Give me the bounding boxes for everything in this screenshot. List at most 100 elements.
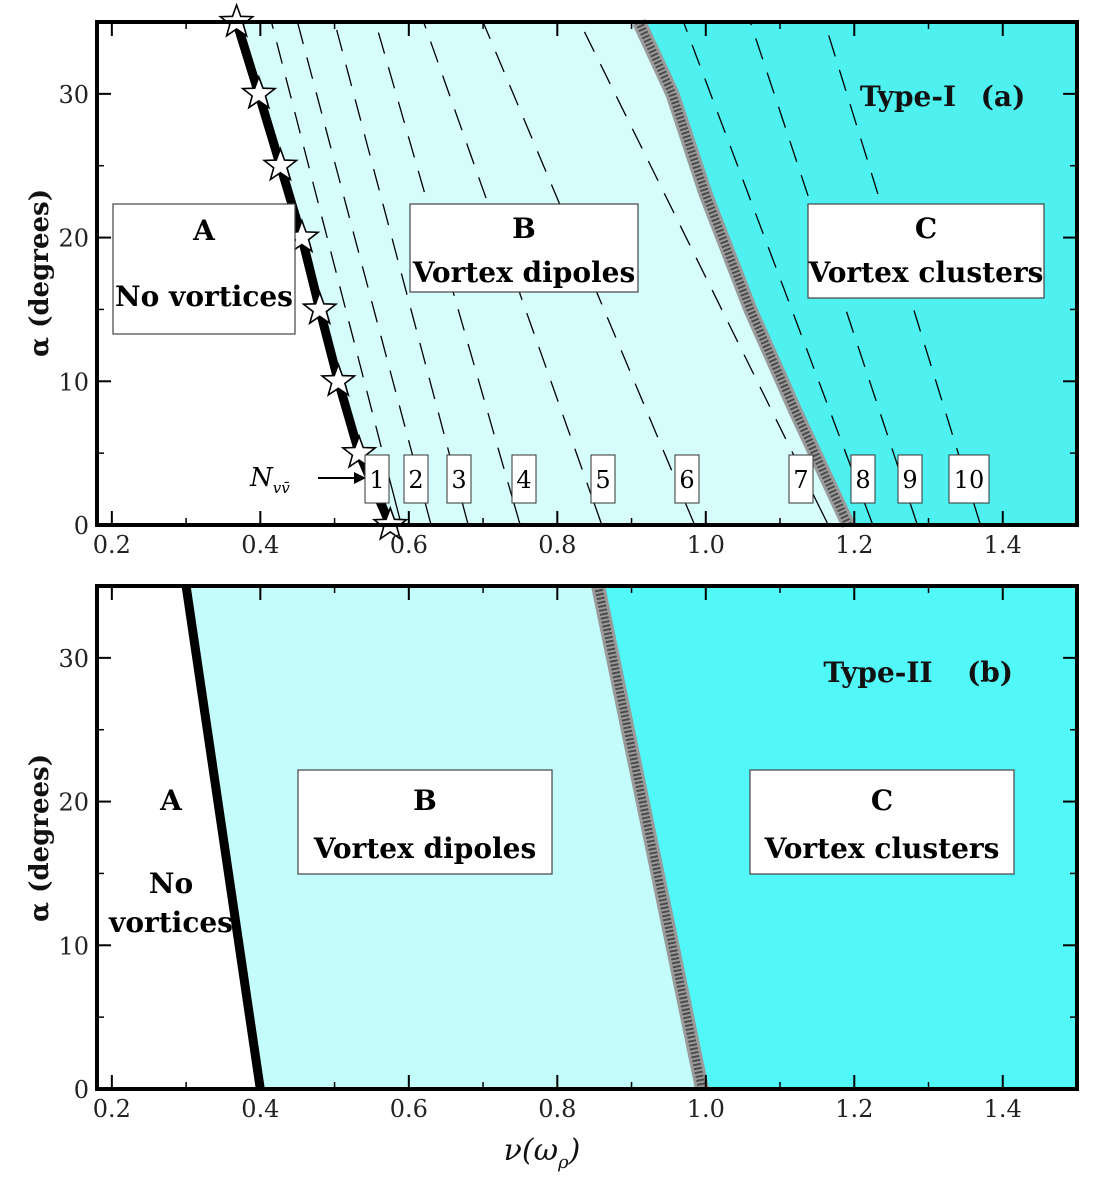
contour-line-4 (374, 21, 515, 504)
panel-b-type-ii: 0.2 0.4 0.6 0.8 1.0 1.2 1.4 0 10 20 30 α (degrees)… (25, 584, 1079, 1173)
contour-label-box-1 (364, 454, 390, 504)
panel-a-xtick-label-2: 0.6 (390, 531, 428, 559)
panel-a-ytick-label-0: 0 (74, 512, 89, 540)
contour-line-solid-9 (909, 503, 918, 526)
panel-b-region-c-letter: C (871, 784, 893, 817)
contour-line-3 (333, 21, 464, 504)
star-marker-3 (301, 290, 339, 326)
contour-label-box-6 (674, 454, 700, 504)
panel-b-xtick-label-2: 0.6 (390, 1095, 428, 1123)
panel-b-type-label: Type-II (823, 656, 932, 689)
panel-b-region-c-name: Vortex clusters (764, 832, 1000, 865)
svg-text:Nvv̄: Nvv̄ (249, 463, 290, 497)
contour-count-subscript: vv̄ (273, 479, 290, 497)
x-axis-label: ν(ωρ) (504, 1133, 581, 1173)
panel-b-region-a-name-line1: No (149, 867, 193, 900)
panel-a-xtick-label-0: 0.2 (93, 531, 131, 559)
panel-a-boundary-ab (232, 20, 395, 527)
star-marker-5 (261, 146, 299, 182)
contour-line-solid-8 (864, 503, 874, 526)
panel-a-ytick-label-2: 20 (58, 225, 89, 253)
contour-count-label: Nvv̄ (249, 463, 366, 497)
contour-line-7 (578, 21, 819, 504)
contour-line-solid-3 (461, 503, 469, 526)
contour-label-box-8 (850, 454, 876, 504)
region-b-name: Vortex dipoles (412, 256, 635, 289)
contour-label-6: 6 (679, 466, 694, 494)
panel-b-xtick-label-5: 1.2 (835, 1095, 873, 1123)
panel-a-y-axis-label: α (degrees) (25, 189, 55, 357)
panel-b-region-b-name: Vortex dipoles (313, 832, 536, 865)
contour-label-box-10 (948, 454, 990, 504)
panel-a-regions (97, 22, 1077, 525)
panel-a-xtick-label-4: 1.0 (687, 531, 725, 559)
panel-b-region-a (97, 586, 261, 1089)
star-marker-6 (240, 74, 278, 110)
panel-a-boundaries (232, 19, 855, 528)
panel-b-region-b-box: B Vortex dipoles (297, 769, 553, 875)
panel-b-ytick-label-1: 10 (58, 932, 89, 960)
panel-b-region-a-name-line2: vortices (108, 906, 233, 939)
contour-line-solid-7 (817, 503, 829, 526)
panel-b-boundary-ab (181, 585, 265, 1090)
panel-a-region-a-box: A No vortices (112, 203, 296, 335)
panel-b-ytick-label-0: 0 (74, 1076, 89, 1104)
region-c-letter: C (915, 212, 937, 245)
contour-label-box-9 (897, 454, 923, 504)
panel-a-region-c-box: C Vortex clusters (807, 203, 1045, 299)
panel-b-xtick-label-1: 0.4 (241, 1095, 279, 1123)
panel-b-region-c-box: C Vortex clusters (749, 769, 1015, 875)
star-marker-2 (319, 361, 357, 397)
region-a-letter: A (192, 214, 216, 247)
panel-b-xtick-label-0: 0.2 (93, 1095, 131, 1123)
contour-line-solid-10 (973, 503, 982, 526)
panel-b-ytick-label-2: 20 (58, 789, 89, 817)
region-b-letter: B (512, 212, 536, 245)
panel-a-xtick-label-1: 0.4 (241, 531, 279, 559)
panel-a-ytick-label-1: 10 (58, 368, 89, 396)
panel-a-region-b-box: B Vortex dipoles (409, 203, 639, 293)
region-a-name: No vortices (115, 280, 293, 313)
contour-line-solid-5 (593, 503, 603, 526)
panel-b-boundaries (181, 584, 709, 1091)
panel-a-contour-number-labels: 1 2 3 4 5 6 7 8 9 10 (364, 454, 990, 504)
panel-b-frame (95, 584, 1079, 1091)
contour-line-solid-4 (513, 503, 521, 526)
contour-label-9: 9 (902, 466, 917, 494)
panel-b-region-b-letter: B (413, 784, 437, 817)
panel-b-region-a-letter: A (159, 784, 183, 817)
panel-a-xtick-label-6: 1.4 (984, 531, 1022, 559)
panel-b-xtick-label-6: 1.4 (984, 1095, 1022, 1123)
contour-label-5: 5 (595, 466, 610, 494)
x-axis-label-subscript: ρ (557, 1152, 569, 1173)
panel-b-xtick-label-4: 1.0 (687, 1095, 725, 1123)
region-c-name: Vortex clusters (808, 256, 1044, 289)
contour-line-1 (270, 21, 391, 483)
panel-a-panel-tag: (a) (981, 80, 1026, 113)
contour-line-solid-6 (684, 503, 696, 526)
panel-a-ytick-label-3: 30 (58, 81, 89, 109)
panel-b-y-axis-label: α (degrees) (25, 754, 55, 922)
panel-a-boundary-bc-core (635, 20, 852, 527)
x-axis-label-main: ν(ω (504, 1133, 558, 1168)
contour-label-box-3 (446, 454, 472, 504)
star-marker-1 (340, 433, 378, 469)
contour-count-symbol: N (249, 463, 274, 493)
contour-label-10: 10 (954, 466, 985, 494)
contour-label-8: 8 (855, 466, 870, 494)
panel-b-xtick-label-3: 0.8 (538, 1095, 576, 1123)
panel-b-ytick-label-3: 30 (58, 645, 89, 673)
contour-line-2 (296, 21, 425, 497)
contour-line-solid-1 (389, 481, 403, 526)
contour-label-7: 7 (793, 466, 808, 494)
panel-b-boundary-bc-core (594, 585, 707, 1090)
x-axis-label-close: ) (568, 1133, 581, 1168)
panel-a-type-label: Type-I (860, 80, 956, 113)
contour-label-3: 3 (451, 466, 466, 494)
panel-b-panel-tag: (b) (967, 656, 1013, 689)
panel-a-type-i: 0.2 0.4 0.6 0.8 1.0 1.2 1.4 0 10 20 30 α (degrees)… (25, 2, 1079, 559)
contour-label-4: 4 (516, 466, 531, 494)
contour-label-1: 1 (369, 466, 384, 494)
panel-a-xtick-label-3: 0.8 (538, 531, 576, 559)
